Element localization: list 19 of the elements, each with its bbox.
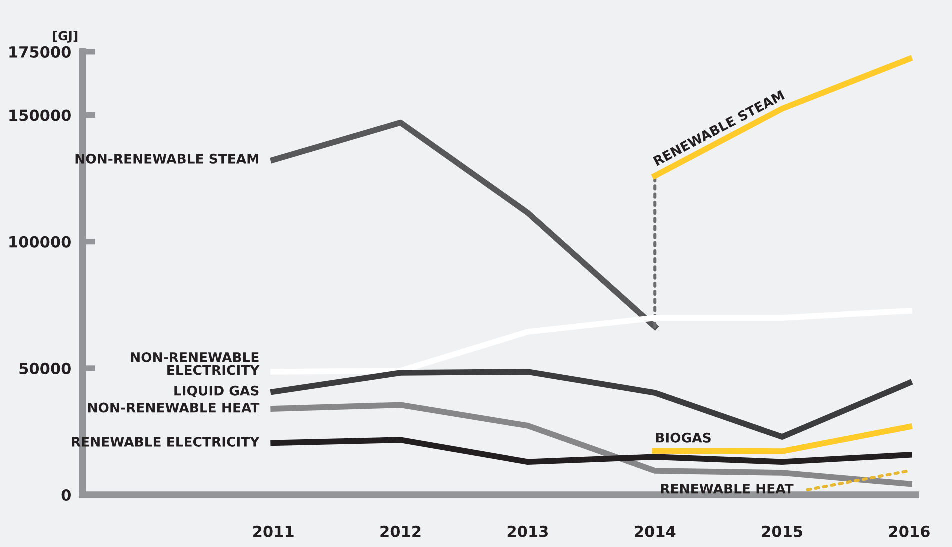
x-tick-label: 2015 (762, 526, 802, 538)
series-label: NON-RENEWABLE HEAT (88, 402, 260, 413)
y-axis-title: [GJ] (53, 31, 78, 44)
x-tick-label: 2014 (635, 526, 676, 538)
series-label: NON-RENEWABLE ELECTRICITY (131, 352, 260, 376)
series-label: LIQUID GAS (174, 386, 259, 398)
y-tick-label: 150000 (10, 110, 71, 122)
y-tick-label: 100000 (10, 236, 71, 248)
y-tick-label: 0 (62, 490, 71, 502)
y-tick-label: 50000 (20, 362, 71, 374)
x-tick-label: 2016 (889, 526, 930, 538)
x-tick-label: 2013 (508, 526, 548, 538)
y-tick-label: 175000 (10, 46, 71, 58)
x-tick-label: 2012 (380, 526, 421, 538)
series-label: BIOGAS (656, 432, 711, 443)
series-label: RENEWABLE ELECTRICITY (72, 436, 260, 447)
series-label: NON-RENEWABLE STEAM (76, 154, 258, 164)
x-tick-label: 2011 (254, 526, 294, 538)
series-label: RENEWABLE HEAT (661, 484, 794, 494)
